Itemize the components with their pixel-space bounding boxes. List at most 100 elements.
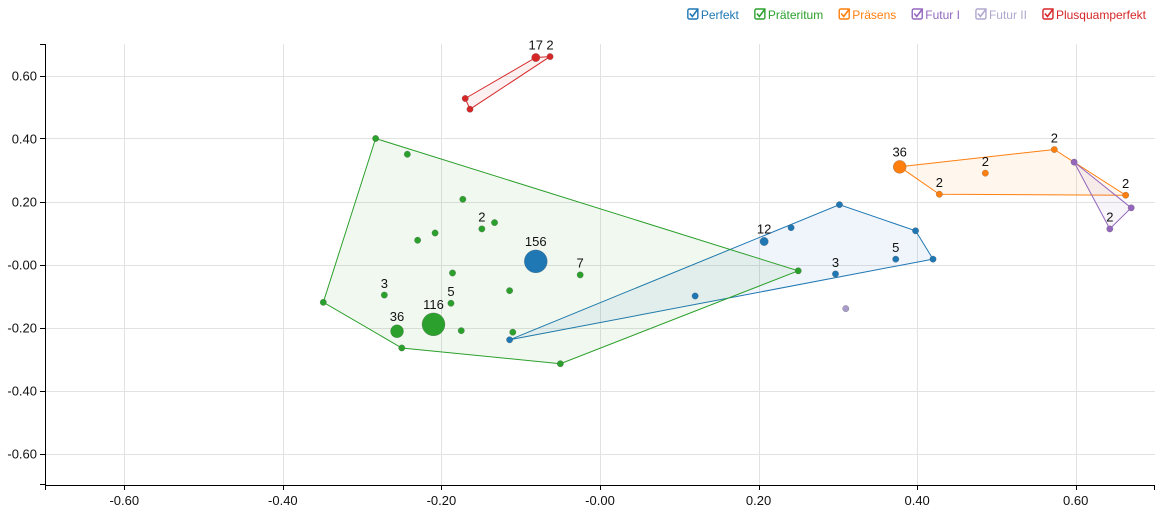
data-point[interactable] — [556, 360, 564, 368]
data-point[interactable] — [449, 269, 456, 277]
data-point[interactable] — [531, 53, 541, 62]
legend-label: Futur II — [989, 8, 1027, 22]
legend-item-futur-ii[interactable]: Futur II — [975, 8, 1027, 22]
data-point[interactable] — [457, 327, 465, 335]
data-label: 2 — [478, 210, 485, 225]
data-point[interactable] — [421, 312, 446, 337]
data-label: 2 — [546, 37, 553, 52]
data-point[interactable] — [506, 287, 514, 295]
x-tick-label: 0.20 — [746, 493, 771, 508]
data-point[interactable] — [835, 201, 843, 209]
data-point[interactable] — [935, 190, 943, 198]
data-point[interactable] — [981, 169, 989, 177]
data-label: 2 — [982, 154, 989, 169]
data-point[interactable] — [524, 249, 548, 274]
data-point[interactable] — [478, 225, 486, 233]
data-point[interactable] — [1070, 158, 1078, 166]
legend-label: Plusquamperfekt — [1056, 8, 1147, 22]
checkbox-box — [975, 8, 987, 20]
data-point[interactable] — [372, 135, 380, 142]
check-mark — [977, 8, 988, 18]
data-point[interactable] — [929, 255, 937, 263]
data-point[interactable] — [576, 271, 584, 279]
hull-futur-i — [1073, 161, 1132, 230]
data-point[interactable] — [398, 344, 406, 352]
checkbox-box — [754, 8, 766, 20]
check-mark — [756, 8, 766, 18]
data-label: 2 — [1122, 176, 1129, 191]
data-label: 2 — [1051, 130, 1058, 145]
y-tick-label: 0.60 — [12, 69, 37, 84]
data-label: 2 — [1106, 210, 1113, 225]
x-tick-label: 0.40 — [904, 493, 929, 508]
data-point[interactable] — [319, 298, 327, 306]
data-label: 156 — [525, 234, 547, 249]
data-point[interactable] — [491, 219, 498, 227]
y-tick-label: -0.40 — [7, 384, 37, 399]
data-point[interactable] — [1122, 191, 1130, 199]
data-point[interactable] — [414, 236, 422, 244]
x-tick-label: -0.40 — [268, 493, 298, 508]
data-label: 17 — [529, 37, 543, 52]
checkbox-box — [838, 8, 850, 20]
check-mark — [689, 8, 699, 18]
data-point[interactable] — [787, 224, 795, 232]
data-point[interactable] — [431, 229, 439, 237]
x-tick-label: -0.20 — [427, 493, 457, 508]
hull-präteritum — [322, 137, 800, 365]
check-mark — [840, 8, 851, 18]
data-label: 7 — [577, 256, 584, 271]
legend: Plusquamperfekt Futur II Futur I Präsens Prä… — [687, 8, 1147, 22]
legend-label: Futur I — [925, 8, 960, 22]
checkbox-checked-icon[interactable] — [754, 8, 766, 20]
x-tick-label: 0.60 — [1063, 493, 1088, 508]
data-label: 5 — [892, 240, 899, 255]
data-point[interactable] — [546, 53, 554, 61]
data-point[interactable] — [1050, 146, 1058, 153]
legend-label: Präsens — [852, 8, 896, 22]
legend-item-präsens[interactable]: Präsens — [838, 8, 896, 22]
checkbox-checked-icon[interactable] — [975, 8, 988, 20]
y-tick-label: 0.20 — [12, 195, 37, 210]
data-point[interactable] — [403, 150, 411, 158]
checkbox-checked-icon[interactable] — [911, 8, 924, 20]
data-point[interactable] — [461, 95, 469, 102]
data-point[interactable] — [892, 255, 900, 263]
data-point[interactable] — [759, 237, 769, 246]
data-point[interactable] — [459, 195, 467, 203]
checkbox-box — [911, 8, 923, 20]
data-point[interactable] — [509, 328, 517, 336]
gridlines — [45, 44, 1155, 485]
checkbox-checked-icon[interactable] — [1042, 8, 1055, 20]
data-point[interactable] — [390, 324, 404, 339]
data-point[interactable] — [832, 270, 839, 278]
data-points — [319, 53, 1135, 368]
check-mark — [913, 8, 924, 18]
legend-item-perfekt[interactable]: Perfekt — [687, 8, 740, 22]
data-point[interactable] — [794, 267, 802, 275]
data-point[interactable] — [506, 336, 514, 344]
data-point[interactable] — [1106, 225, 1114, 233]
data-label: 2 — [936, 175, 943, 190]
data-point[interactable] — [912, 227, 920, 235]
checkbox-checked-icon[interactable] — [687, 8, 699, 20]
y-tick-label: 0.40 — [12, 132, 37, 147]
checkbox-box — [1042, 8, 1054, 20]
data-point[interactable] — [691, 292, 699, 300]
data-point[interactable] — [842, 305, 850, 313]
legend-item-plusquamperfekt[interactable]: Plusquamperfekt — [1042, 8, 1147, 22]
legend-item-futur-i[interactable]: Futur I — [911, 8, 960, 22]
checkbox-checked-icon[interactable] — [838, 8, 851, 20]
data-point[interactable] — [447, 299, 455, 307]
y-tick-label: -0.20 — [7, 321, 37, 336]
data-point[interactable] — [892, 160, 907, 174]
data-label: 5 — [447, 284, 454, 299]
data-point[interactable] — [466, 105, 474, 113]
data-point[interactable] — [1127, 204, 1135, 212]
data-point[interactable] — [380, 291, 388, 299]
legend-item-präteritum[interactable]: Präteritum — [754, 8, 823, 22]
x-tick-label: -0.00 — [585, 493, 615, 508]
legend-label: Perfekt — [701, 8, 740, 22]
